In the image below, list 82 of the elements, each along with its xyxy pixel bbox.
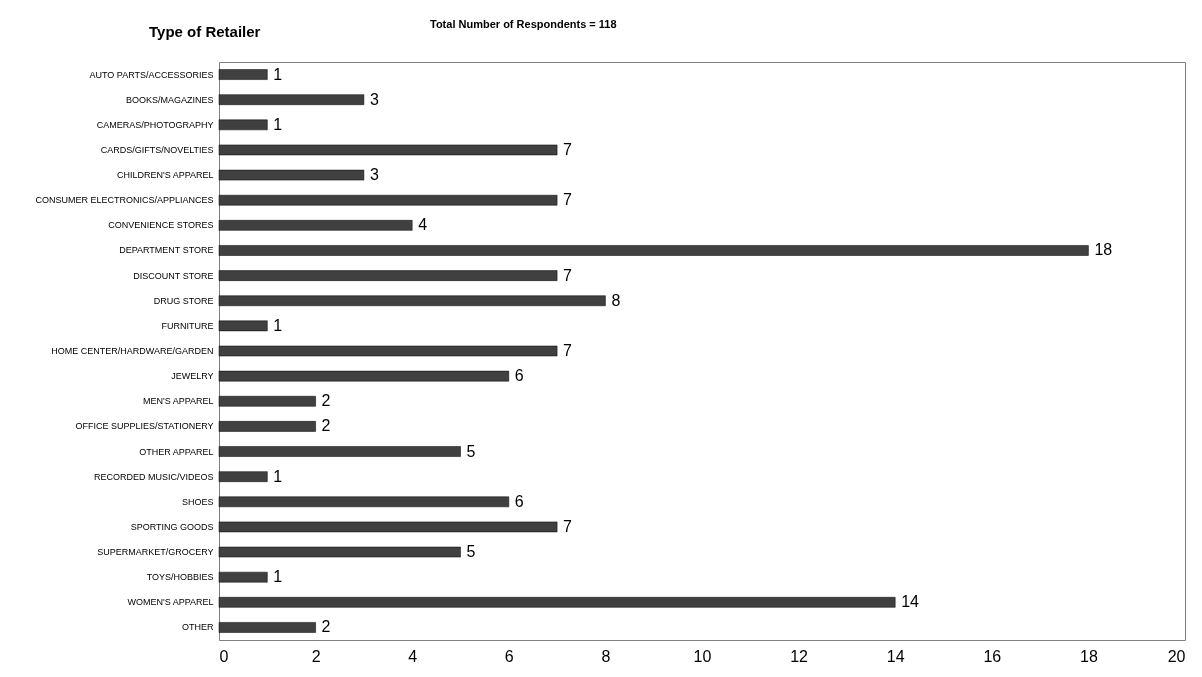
x-tick-label: 12 <box>790 647 809 665</box>
y-tick-label: FURNITURE <box>161 320 214 331</box>
y-tick-label: HOME CENTER/HARDWARE/GARDEN <box>51 346 214 356</box>
bar <box>218 320 268 332</box>
data-label: 2 <box>321 392 331 410</box>
data-label: 3 <box>369 166 379 184</box>
y-tick-label: OTHER APPAREL <box>139 446 214 457</box>
bar <box>218 370 510 382</box>
x-tick-label: 16 <box>983 647 1002 665</box>
data-label: 6 <box>514 492 524 510</box>
bar <box>218 69 268 80</box>
data-label: 3 <box>369 90 379 108</box>
data-label: 7 <box>563 517 573 535</box>
y-tick-label: BOOKS/MAGAZINES <box>125 94 214 105</box>
y-tick-label: CARDS/GIFTS/NOVELTIES <box>100 144 214 155</box>
x-tick-label: 6 <box>504 647 514 665</box>
bar <box>218 622 316 633</box>
data-label: 7 <box>563 266 573 284</box>
data-label: 4 <box>418 216 428 234</box>
y-tick-label: OFFICE SUPPLIES/STATIONERY <box>75 421 214 432</box>
y-tick-label: SUPERMARKET/GROCERY <box>97 547 214 558</box>
y-tick-label: JEWELRY <box>171 371 214 382</box>
bar <box>218 546 461 558</box>
x-tick-label: 14 <box>886 647 905 665</box>
data-label: 14 <box>901 593 920 611</box>
y-tick-label: MEN'S APPAREL <box>142 396 214 407</box>
data-label: 1 <box>273 115 283 133</box>
x-tick-label: 2 <box>311 647 321 665</box>
y-tick-label: TOYS/HOBBIES <box>146 572 214 583</box>
y-tick-label: CHILDREN'S APPAREL <box>116 170 214 181</box>
y-tick-label: WOMEN'S APPAREL <box>127 597 214 608</box>
bar <box>218 245 1089 256</box>
x-tick-label: 8 <box>601 647 611 665</box>
data-label: 8 <box>611 291 621 309</box>
data-label: 6 <box>514 367 524 385</box>
bar <box>218 119 268 131</box>
data-label: 1 <box>273 467 283 485</box>
x-tick-label: 20 <box>1167 647 1186 665</box>
bar <box>218 94 365 105</box>
chart-title: Type of Retailer <box>149 23 261 40</box>
y-tick-label: AUTO PARTS/ACCESSORIES <box>89 69 214 80</box>
y-tick-label: RECORDED MUSIC/VIDEOS <box>93 471 214 482</box>
y-tick-label: DEPARTMENT STORE <box>119 245 214 256</box>
bar <box>218 446 461 457</box>
bar <box>218 571 268 583</box>
data-label: 7 <box>563 342 573 359</box>
bar <box>218 194 558 206</box>
x-tick-label: 0 <box>219 647 229 665</box>
data-label: 1 <box>273 316 283 334</box>
y-tick-label: DRUG STORE <box>153 295 214 306</box>
x-tick-label: 18 <box>1080 647 1098 665</box>
y-tick-label: OTHER <box>182 622 214 633</box>
y-tick-label: CONSUMER ELECTRONICS/APPLIANCES <box>35 195 214 206</box>
data-label: 2 <box>321 417 331 435</box>
data-label: 5 <box>466 543 476 561</box>
data-label: 7 <box>563 140 573 158</box>
bar <box>218 521 558 533</box>
bar <box>218 270 558 281</box>
data-label: 2 <box>321 618 331 636</box>
bar <box>218 597 896 608</box>
bar <box>218 345 558 357</box>
y-tick-label: CAMERAS/PHOTOGRAPHY <box>96 119 214 130</box>
chart-subtitle: Total Number of Respondents = 118 <box>430 18 617 30</box>
data-label: 5 <box>466 442 476 460</box>
x-tick-label: 4 <box>408 647 418 665</box>
data-label: 7 <box>563 191 573 209</box>
bar <box>218 220 413 231</box>
y-tick-label: SHOES <box>181 496 214 507</box>
data-label: 1 <box>273 65 283 83</box>
bar <box>218 421 316 432</box>
bar <box>218 295 606 307</box>
bar <box>218 395 316 407</box>
data-label: 18 <box>1094 241 1113 259</box>
bar <box>218 496 510 508</box>
x-tick-label: 10 <box>693 647 712 665</box>
bar <box>218 471 268 482</box>
bar <box>218 144 558 156</box>
data-label: 1 <box>273 568 283 586</box>
y-tick-label: DISCOUNT STORE <box>133 270 214 281</box>
bar <box>218 169 365 181</box>
y-tick-label: SPORTING GOODS <box>130 521 214 532</box>
y-tick-label: CONVENIENCE STORES <box>108 220 214 231</box>
